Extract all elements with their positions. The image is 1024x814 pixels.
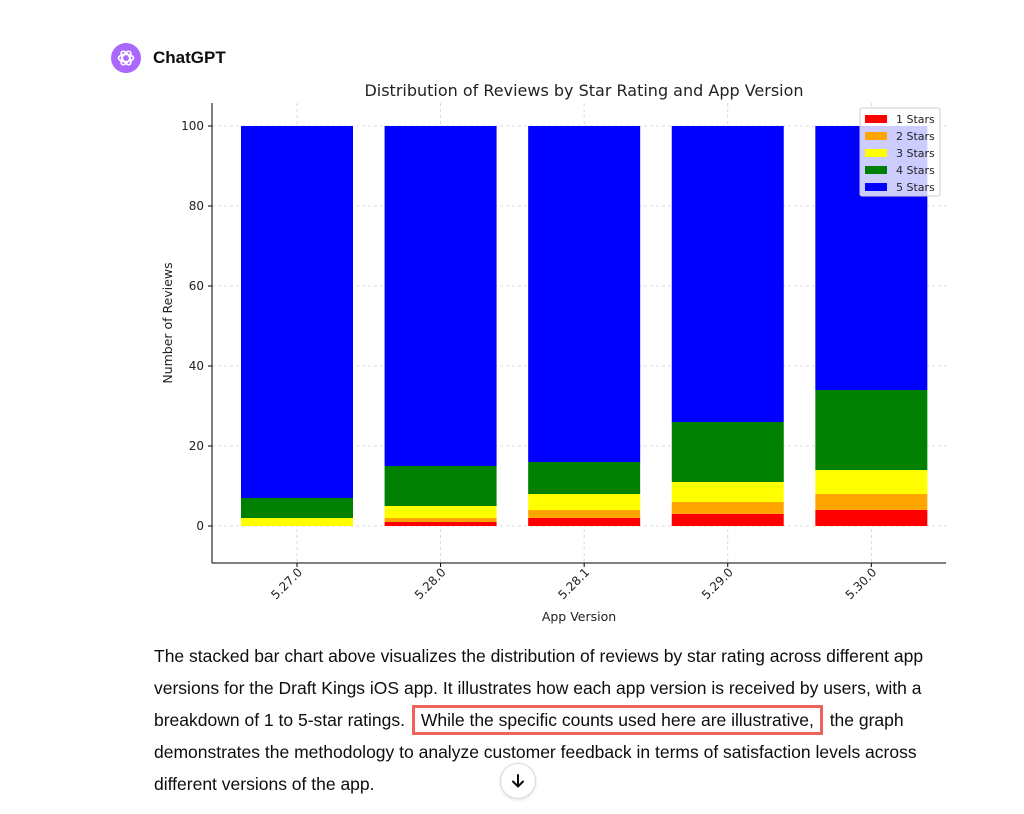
legend-swatch xyxy=(865,183,887,191)
y-tick-label: 40 xyxy=(189,359,204,373)
bar-segment xyxy=(671,422,784,482)
x-axis-label: App Version xyxy=(542,609,616,624)
chart-title: Distribution of Reviews by Star Rating a… xyxy=(364,81,803,100)
bar-segment xyxy=(671,514,784,526)
bar-segment xyxy=(671,482,784,502)
scroll-down-button[interactable] xyxy=(500,763,536,799)
legend-label: 4 Stars xyxy=(896,164,935,177)
legend-swatch xyxy=(865,132,887,140)
bar-segment xyxy=(384,522,497,526)
bar-segment xyxy=(815,470,928,494)
x-tick-label: 5.29.0 xyxy=(699,565,736,602)
y-axis-label: Number of Reviews xyxy=(160,262,175,383)
bar-segment xyxy=(384,518,497,522)
bar-segment xyxy=(815,494,928,510)
assistant-message: The stacked bar chart above visualizes t… xyxy=(154,640,934,800)
y-tick-label: 20 xyxy=(189,439,204,453)
bar-segment xyxy=(528,510,641,518)
bar-segment xyxy=(241,498,353,518)
assistant-name: ChatGPT xyxy=(153,48,226,67)
legend-label: 2 Stars xyxy=(896,130,935,143)
y-tick-label: 60 xyxy=(189,279,204,293)
legend-label: 1 Stars xyxy=(896,113,935,126)
legend-label: 3 Stars xyxy=(896,147,935,160)
arrow-down-icon xyxy=(512,774,524,788)
openai-logo-icon xyxy=(111,43,141,73)
stacked-bar-chart: 5.27.0 5.28.0 5.28.1 5.29.0 5.30.0 0 20 40 60 80 1… xyxy=(160,81,946,624)
bar-segment xyxy=(384,506,497,518)
bar-segment xyxy=(241,126,353,498)
bar-segment xyxy=(528,462,641,494)
bar-segment xyxy=(671,502,784,514)
bar-segment xyxy=(815,510,928,526)
legend-swatch xyxy=(865,149,887,157)
bar-segment xyxy=(671,126,784,422)
y-tick-label: 100 xyxy=(181,119,204,133)
bar-segment xyxy=(528,126,641,462)
message-text-after: the graph demonstrates the methodology t… xyxy=(154,710,917,794)
x-tick-label: 5.27.0 xyxy=(268,565,305,602)
highlighted-sentence: While the specific counts used here are … xyxy=(411,705,823,735)
bar-segment xyxy=(241,518,353,526)
bar-segment xyxy=(384,126,497,466)
legend-label: 5 Stars xyxy=(896,181,935,194)
y-tick-label: 80 xyxy=(189,199,204,213)
message-text-before: The stacked bar chart above visualizes t… xyxy=(154,646,924,730)
x-tick-label: 5.30.0 xyxy=(843,565,880,602)
x-tick-label: 5.28.1 xyxy=(555,565,592,602)
assistant-header: ChatGPT xyxy=(111,43,226,73)
bar-segment xyxy=(384,466,497,506)
y-tick-label: 0 xyxy=(196,519,204,533)
bar-segment xyxy=(528,494,641,510)
bar-segment xyxy=(815,390,928,470)
bar-segment xyxy=(528,518,641,526)
x-tick-label: 5.28.0 xyxy=(412,565,449,602)
legend-swatch xyxy=(865,166,887,174)
legend-swatch xyxy=(865,115,887,123)
